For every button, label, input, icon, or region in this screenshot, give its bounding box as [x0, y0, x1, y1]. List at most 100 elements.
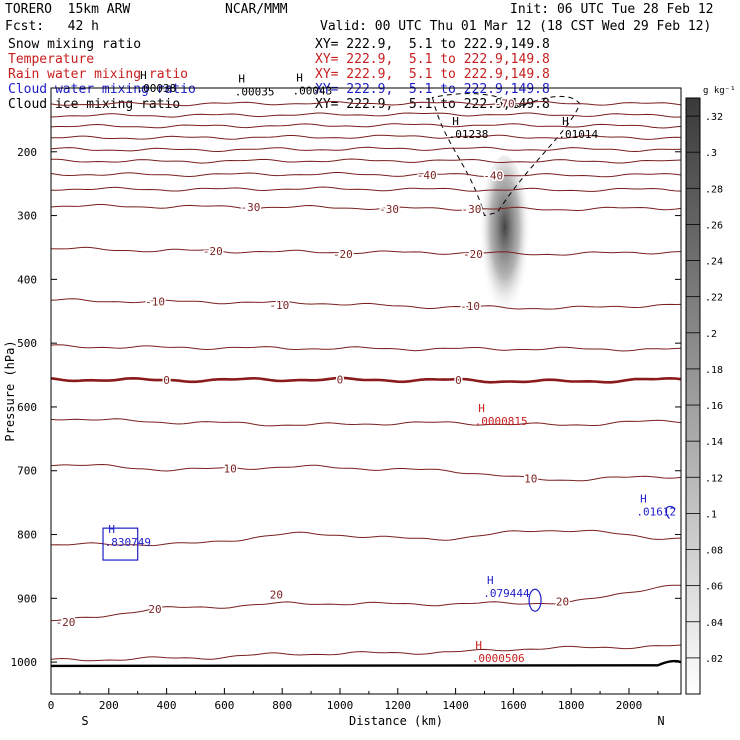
cloud-water-contour	[102, 527, 139, 561]
colorbar-unit: g kg⁻¹	[703, 86, 736, 96]
temperature-contour	[50, 644, 682, 662]
temperature-contour	[50, 123, 682, 129]
colorbar-tick-label: .18	[705, 365, 723, 376]
max-value-label: .01238	[449, 128, 489, 141]
temperature-contour-label: 0	[163, 374, 170, 387]
temperature-contour	[50, 298, 682, 310]
x-tick-label: 1600	[500, 699, 527, 712]
colorbar-tick-label: .3	[705, 148, 717, 159]
x-tick-label: 1000	[327, 699, 354, 712]
x-tick-label: 1200	[385, 699, 412, 712]
x-tick-label: 2000	[616, 699, 643, 712]
temperature-contour-label: -20	[56, 616, 76, 629]
colorbar-tick-label: .14	[705, 437, 723, 448]
colorbar-tick-label: .32	[705, 112, 723, 123]
forecast-hour: Fcst: 42 h	[5, 19, 99, 34]
max-H-marker: H	[478, 402, 485, 415]
temperature-contour	[50, 529, 682, 547]
temperature-contour-label: -10	[460, 300, 480, 313]
x-tick-label: 0	[48, 699, 55, 712]
temperature-contour	[50, 100, 682, 107]
y-tick-label: 1000	[11, 656, 38, 669]
x-tick-label: 1800	[558, 699, 585, 712]
temperature-contour-label: 10	[224, 462, 237, 475]
x-tick-label: 200	[99, 699, 119, 712]
temperature-contour-label: -30	[379, 203, 399, 216]
north-label: N	[657, 714, 664, 728]
temperature-contour	[50, 112, 682, 118]
temperature-contour-label: -30	[462, 203, 482, 216]
var-cloudwater-xy: XY= 222.9, 5.1 to 222.9,149.8	[315, 82, 550, 97]
temperature-contour	[50, 146, 682, 153]
x-tick-label: 1400	[442, 699, 469, 712]
temperature-contour-label: 20	[270, 588, 283, 601]
valid-time: Valid: 00 UTC Thu 01 Mar 12 (18 CST Wed …	[320, 19, 712, 34]
colorbar-tick-label: .02	[705, 654, 723, 665]
temperature-contour-label: -20	[203, 245, 223, 258]
colorbar-tick-label: .04	[705, 618, 723, 629]
temperature-contour-label: -70	[495, 97, 515, 110]
y-tick-label: 500	[17, 337, 37, 350]
var-temp-xy: XY= 222.9, 5.1 to 222.9,149.8	[315, 52, 550, 67]
y-tick-label: 900	[17, 592, 37, 605]
model-title: TORERO 15km ARW	[5, 2, 131, 17]
temperature-contour	[51, 158, 682, 164]
y-axis-title: Pressure (hPa)	[3, 340, 17, 441]
org-label: NCAR/MMM	[225, 2, 288, 17]
x-tick-label: 800	[272, 699, 292, 712]
colorbar-scale	[685, 97, 701, 695]
temperature-contour-label: -20	[463, 248, 483, 261]
max-H-marker: H	[296, 71, 303, 84]
max-H-marker: H	[140, 69, 147, 82]
max-value-label: .0000506	[472, 652, 525, 665]
max-value-label: .00035	[235, 86, 275, 99]
colorbar-tick-label: .08	[705, 546, 723, 557]
max-value-label: .0000815	[475, 415, 528, 428]
var-cloudice-xy: XY= 222.9, 5.1 to 222.9,149.8	[315, 97, 550, 112]
y-tick-label: 700	[17, 465, 37, 478]
y-tick-label: 200	[17, 146, 37, 159]
temperature-contour	[50, 376, 682, 384]
var-rain-xy: XY= 222.9, 5.1 to 222.9,149.8	[315, 67, 550, 82]
max-H-marker: H	[562, 115, 569, 128]
max-value-label: .01014	[558, 128, 598, 141]
colorbar-tick-label: .28	[705, 184, 723, 195]
x-tick-label: 600	[214, 699, 234, 712]
y-tick-label: 300	[17, 210, 37, 223]
var-rain-name: Rain water mixing ratio	[8, 67, 189, 82]
temperature-contour	[50, 418, 682, 427]
cloud-ice-contour	[431, 93, 581, 217]
temperature-contour-label: -20	[333, 248, 353, 261]
plot-frame	[50, 87, 682, 695]
temperature-contour-label: -40	[417, 169, 437, 182]
colorbar-tick-label: .22	[705, 293, 723, 304]
var-snow-xy: XY= 222.9, 5.1 to 222.9,149.8	[315, 37, 550, 52]
temperature-contour-label: -10	[145, 296, 165, 309]
temperature-contour	[50, 246, 682, 256]
temperature-contour-label: 20	[148, 603, 161, 616]
temperature-contour	[51, 134, 682, 140]
colorbar-tick-label: .06	[705, 582, 723, 593]
max-value-label: .01612	[636, 505, 676, 518]
max-H-marker: H	[452, 115, 459, 128]
max-H-marker: H	[238, 73, 245, 86]
temperature-contour-label: -40	[483, 169, 503, 182]
colorbar-tick-label: .2	[705, 329, 717, 340]
colorbar-tick-label: .1	[705, 509, 717, 520]
var-cloudice-name: Cloud ice mixing ratio	[8, 97, 181, 112]
temperature-contour-label: 10	[524, 472, 537, 485]
temperature-contour	[50, 463, 682, 482]
temperature-contour	[50, 584, 681, 622]
x-tick-label: 400	[157, 699, 177, 712]
temperature-contour-label: 0	[337, 374, 344, 387]
max-H-marker: H	[475, 639, 482, 652]
colorbar-tick-label: .24	[705, 257, 723, 268]
max-value-label: .079444	[483, 587, 530, 600]
temperature-contour-label: 0	[455, 374, 462, 387]
var-temp-name: Temperature	[8, 52, 95, 67]
temperature-contour	[50, 344, 682, 352]
temperature-contour	[50, 204, 682, 212]
init-time: Init: 06 UTC Tue 28 Feb 12	[510, 2, 714, 17]
colorbar-tick-label: .16	[705, 401, 723, 412]
